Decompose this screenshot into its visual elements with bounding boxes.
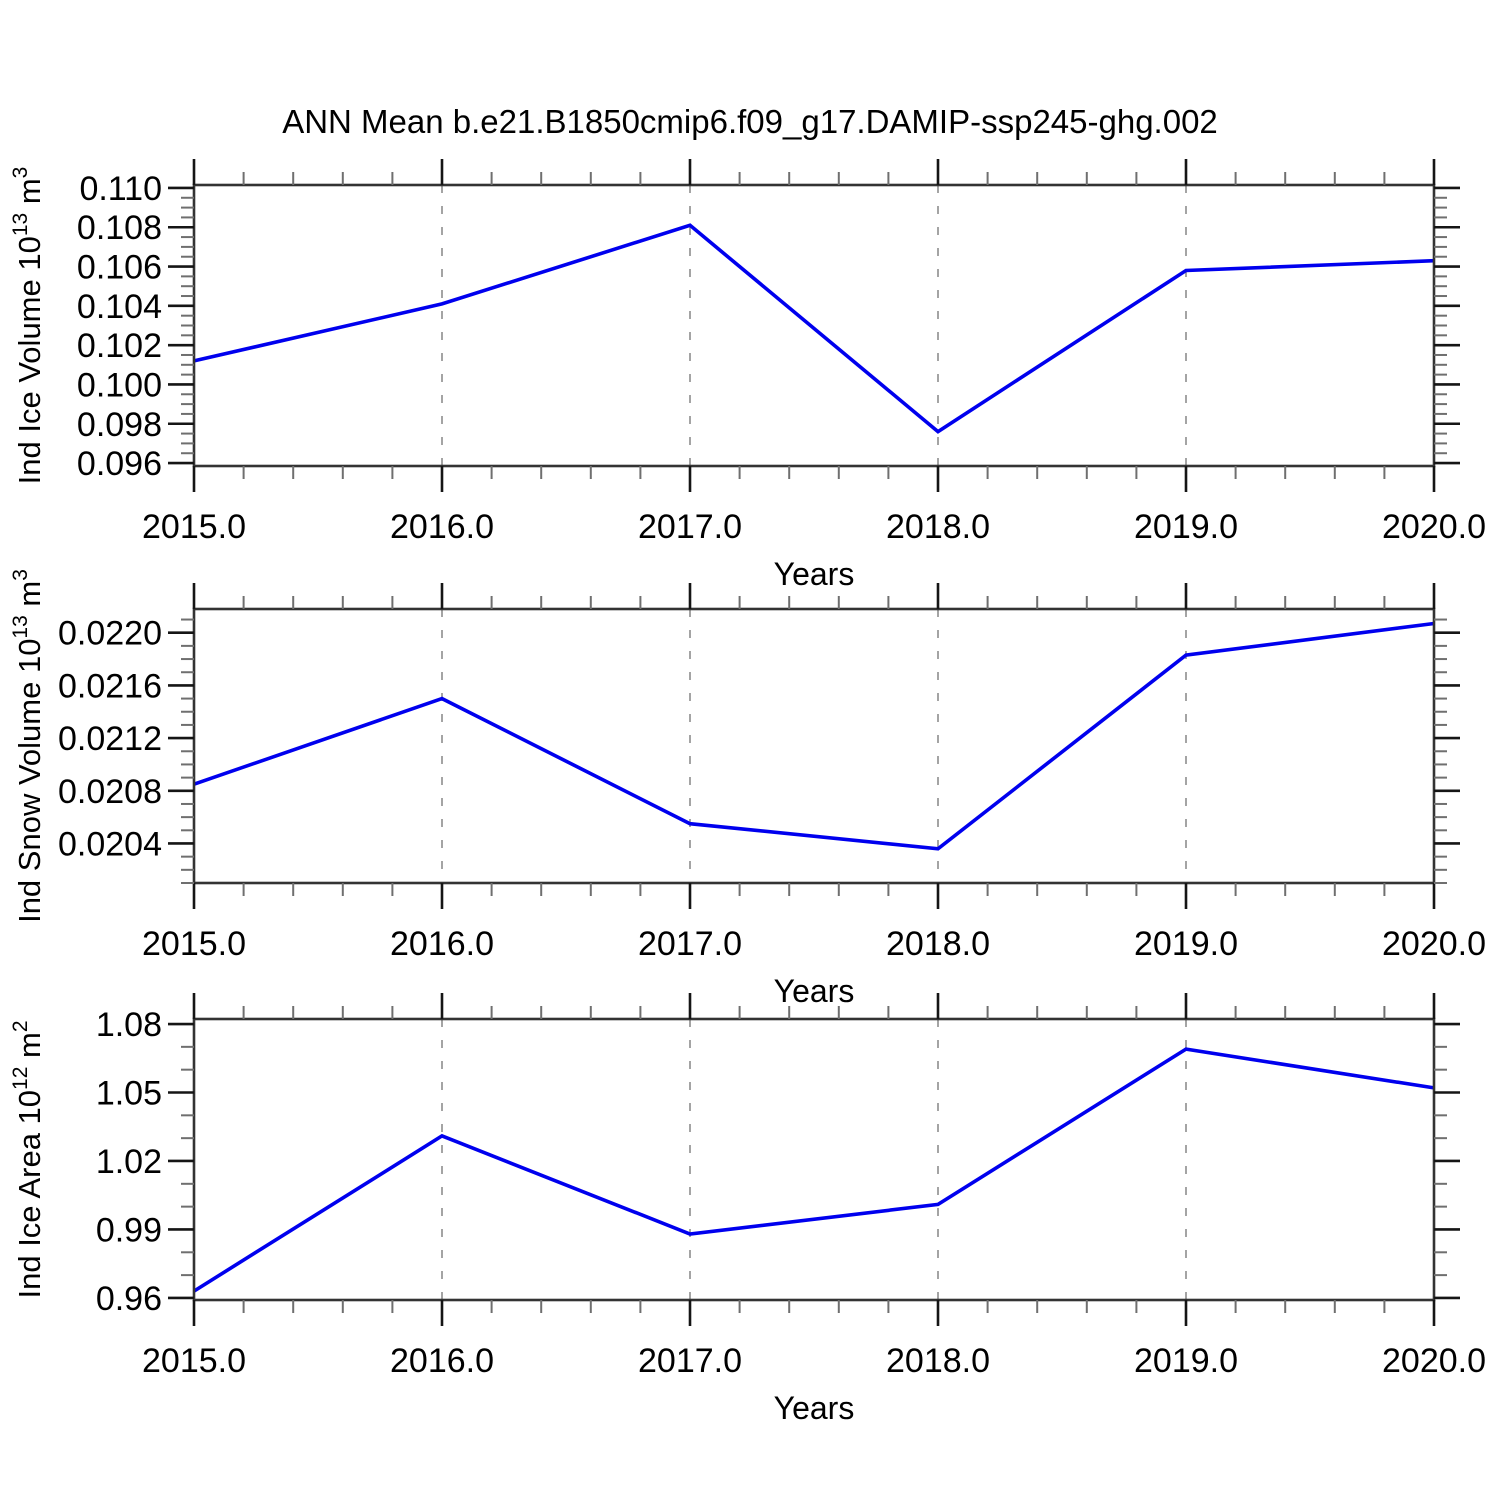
x-tick-label: 2018.0 (886, 925, 990, 963)
x-axis-title: Years (774, 1390, 855, 1426)
y-tick-label: 0.100 (77, 366, 162, 404)
y-tick-label: 1.02 (96, 1143, 162, 1181)
x-tick-label: 2018.0 (886, 508, 990, 546)
y-tick-label: 0.102 (77, 327, 162, 365)
y-tick-label: 0.110 (79, 170, 162, 208)
y-tick-label: 0.0204 (58, 825, 162, 863)
x-tick-label: 2020.0 (1382, 1342, 1486, 1380)
x-tick-label: 2020.0 (1382, 508, 1486, 546)
chart-ind-snow-volume: 2015.0 2016.0 2017.0 2018.0 2019.0 2020.0 0.02… (9, 569, 1486, 1009)
y-tick-label: 0.106 (77, 249, 162, 287)
y-axis-title: Ind Snow Volume 1013 m3 (9, 569, 47, 923)
y-tick-label: 0.108 (77, 209, 162, 247)
x-tick-label: 2016.0 (390, 1342, 494, 1380)
x-tick-label: 2015.0 (142, 1342, 246, 1380)
plot-frame-ind-ice-area (192, 1017, 1436, 1302)
x-tick-label: 2016.0 (390, 508, 494, 546)
data-line-ind-ice-area (193, 1047, 1435, 1293)
x-tick-label: 2015.0 (142, 508, 246, 546)
y-tick-label: 0.0220 (58, 615, 162, 653)
x-tick-label: 2015.0 (142, 925, 246, 963)
chart-ind-ice-volume: 2015.0 2016.0 2017.0 2018.0 2019.0 2020.0 0.11… (9, 159, 1486, 592)
x-tick-label: 2016.0 (390, 925, 494, 963)
x-tick-label: 2019.0 (1134, 925, 1238, 963)
plot-frame-ind-ice-volume (192, 183, 1436, 468)
x-tick-label: 2019.0 (1134, 1342, 1238, 1380)
chart-ind-ice-area: 2015.0 2016.0 2017.0 2018.0 2019.0 2020.0 1.08… (9, 993, 1486, 1426)
x-tick-label: 2017.0 (638, 1342, 742, 1380)
y-tick-label: 1.08 (96, 1006, 162, 1044)
y-tick-label: 0.0212 (58, 720, 162, 758)
x-tick-label: 2017.0 (638, 925, 742, 963)
y-tick-label: 0.0216 (58, 667, 162, 705)
plot-frame-ind-snow-volume (192, 607, 1436, 885)
x-tick-label: 2018.0 (886, 1342, 990, 1380)
y-tick-label: 0.096 (77, 445, 162, 483)
y-axis-title: Ind Ice Volume 1013 m3 (9, 167, 47, 485)
x-tick-label: 2019.0 (1134, 508, 1238, 546)
x-tick-label: 2017.0 (638, 508, 742, 546)
data-line-ind-ice-volume (193, 223, 1435, 434)
x-axis-title: Years (774, 973, 855, 1009)
y-tick-label: 0.96 (96, 1280, 162, 1318)
data-line-ind-snow-volume (193, 621, 1435, 851)
y-tick-label: 0.104 (77, 288, 162, 326)
y-axis-title: Ind Ice Area 1012 m2 (9, 1020, 47, 1298)
y-tick-label: 1.05 (96, 1075, 162, 1113)
x-axis-title: Years (774, 556, 855, 592)
x-tick-label: 2020.0 (1382, 925, 1486, 963)
y-tick-label: 0.0208 (58, 773, 162, 811)
y-tick-label: 0.098 (77, 406, 162, 444)
figure-title: ANN Mean b.e21.B1850cmip6.f09_g17.DAMIP-… (282, 103, 1218, 140)
y-tick-label: 0.99 (96, 1211, 162, 1249)
